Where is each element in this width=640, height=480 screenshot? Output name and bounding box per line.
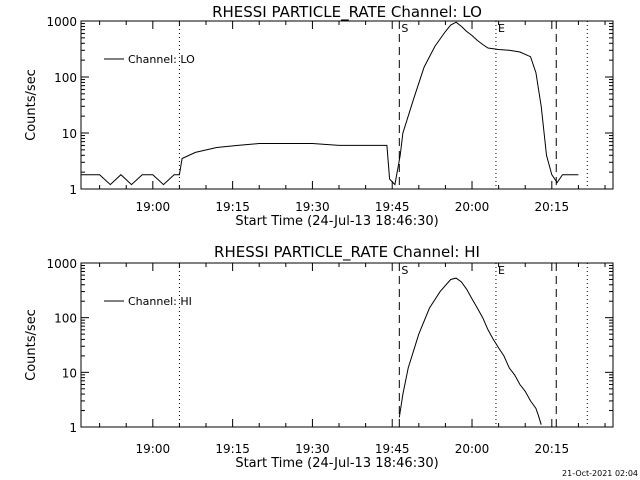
series-line	[398, 277, 542, 425]
y-axis-label: Counts/sec	[24, 309, 39, 381]
legend-label: Channel: HI	[128, 295, 192, 308]
chart-title: RHESSI PARTICLE_RATE Channel: LO	[212, 3, 482, 22]
plot-frame	[80, 262, 614, 428]
x-axis-label: Start Time (24-Jul-13 18:46:30)	[235, 456, 438, 471]
series-line	[81, 21, 579, 186]
x-tick-label: 19:00	[136, 442, 171, 456]
x-tick-label: 19:45	[375, 442, 410, 456]
chart-title: RHESSI PARTICLE_RATE Channel: HI	[214, 243, 480, 262]
y-tick-label: 1000	[46, 15, 77, 29]
plot-frame	[80, 20, 614, 190]
y-tick-label: 100	[54, 312, 77, 326]
time-marker-label: S	[401, 264, 408, 277]
y-tick-label: 10	[62, 366, 77, 380]
x-tick-label: 19:00	[136, 200, 171, 214]
x-tick-label: 20:00	[455, 200, 490, 214]
legend-label: Channel: LO	[128, 53, 195, 66]
x-tick-label: 19:45	[375, 200, 410, 214]
y-tick-label: 100	[54, 71, 77, 85]
y-tick-label: 1	[69, 183, 77, 197]
time-marker-label: E	[498, 264, 505, 277]
x-tick-label: 19:15	[215, 442, 250, 456]
x-tick-label: 19:30	[295, 200, 330, 214]
x-axis-label: Start Time (24-Jul-13 18:46:30)	[235, 214, 438, 229]
time-marker-label: S	[401, 22, 408, 35]
y-axis-label: Counts/sec	[24, 69, 39, 141]
y-tick-label: 10	[62, 127, 77, 141]
x-tick-label: 20:00	[455, 442, 490, 456]
y-tick-label: 1000	[46, 257, 77, 271]
y-tick-label: 1	[69, 421, 77, 435]
x-tick-label: 20:15	[535, 200, 570, 214]
x-tick-label: 19:30	[295, 442, 330, 456]
time-marker-label: E	[498, 22, 505, 35]
x-tick-label: 19:15	[215, 200, 250, 214]
x-tick-label: 20:15	[535, 442, 570, 456]
timestamp-footer: 21-Oct-2021 02:04	[562, 469, 638, 478]
